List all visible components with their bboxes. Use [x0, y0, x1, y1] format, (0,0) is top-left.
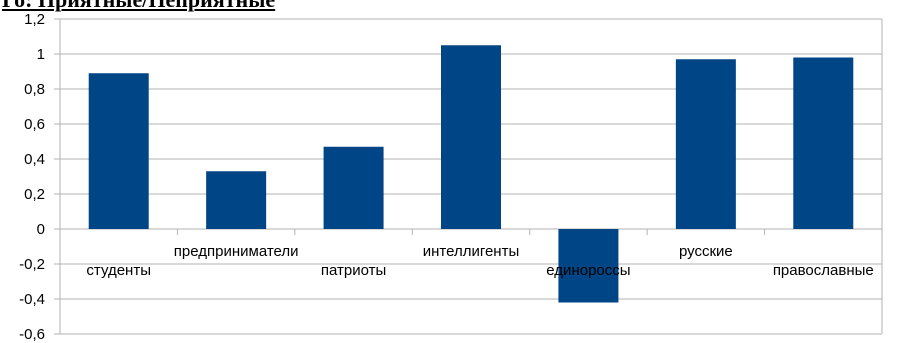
category-label: патриоты — [321, 262, 386, 279]
y-tick-label: -0,4 — [19, 291, 45, 308]
y-tick-label: -0,6 — [19, 326, 45, 343]
category-label: православные — [773, 262, 874, 279]
y-tick-label: 1 — [37, 46, 45, 63]
bar-5 — [558, 229, 619, 303]
chart-title: Го: Приятные/Неприятные — [2, 0, 275, 13]
bars — [88, 45, 854, 303]
bar-2 — [206, 171, 267, 229]
bar-4 — [441, 45, 501, 229]
category-label: интеллигенты — [423, 243, 520, 260]
y-tick-label: 0,6 — [24, 116, 45, 133]
category-label: студенты — [86, 262, 151, 279]
y-tick-label: 0,4 — [24, 151, 45, 168]
category-label: русские — [679, 243, 733, 260]
y-tick-label: 0 — [37, 221, 45, 238]
y-tick-label: 1,2 — [24, 11, 45, 28]
y-tick-label: -0,2 — [19, 256, 45, 273]
bar-7 — [793, 57, 854, 229]
y-tick-labels: -0,6 -0,4 -0,2 0 0,2 0,4 0,6 0,8 1 1,2 — [19, 11, 45, 343]
bar-3 — [323, 146, 384, 229]
bar-6 — [675, 59, 736, 229]
bar-1 — [88, 73, 149, 229]
category-labels: студенты предприниматели патриоты интеллиге… — [86, 243, 873, 279]
category-label: предприниматели — [174, 243, 299, 260]
category-label: единороссы — [546, 262, 630, 279]
y-tick-label: 0,2 — [24, 186, 45, 203]
y-tick-label: 0,8 — [24, 81, 45, 98]
